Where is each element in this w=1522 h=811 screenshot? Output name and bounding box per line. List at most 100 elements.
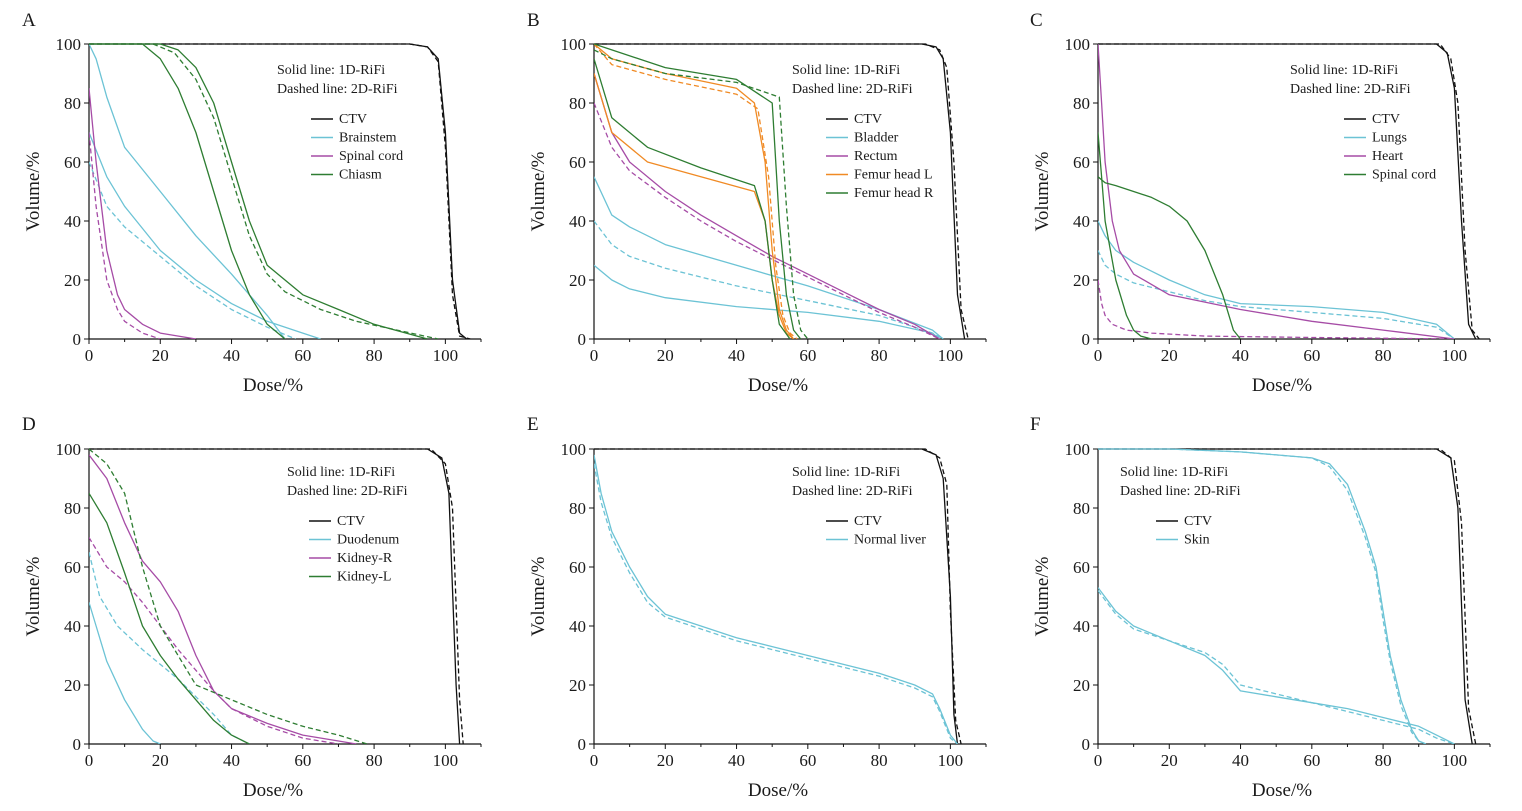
dvh-curve-heart: [1098, 43, 1455, 339]
legend: Solid line: 1D-RiFi Dashed line: 2D-RiFi C…: [277, 63, 403, 183]
x-tick-label: 100: [938, 346, 964, 365]
y-tick-label: 60: [1073, 153, 1090, 172]
legend-label: CTV: [337, 514, 365, 529]
dvh-curve-skin: [1098, 590, 1455, 744]
x-axis-label: Dose/%: [748, 375, 808, 396]
y-tick-label: 100: [56, 35, 82, 54]
legend-header: Solid line: 1D-RiFi: [792, 63, 900, 78]
legend-header: Dashed line: 2D-RiFi: [792, 82, 913, 97]
panel-b: B 0 20 40 60 80 100 0 20 40 60 80 100 Dose/% Volume/% S…: [527, 10, 987, 396]
dvh-curve-bladder: [594, 220, 944, 339]
x-tick-label: 40: [223, 751, 240, 770]
dvh-curve-skin: [1098, 587, 1455, 744]
panel-letter: F: [1030, 414, 1041, 435]
x-tick-label: 20: [1161, 346, 1178, 365]
x-tick-label: 60: [1303, 751, 1320, 770]
dvh-curve-ctv: [594, 448, 959, 744]
y-tick-label: 40: [569, 212, 586, 231]
y-tick-label: 0: [73, 330, 82, 349]
y-tick-label: 0: [578, 330, 587, 349]
x-tick-label: 40: [728, 751, 745, 770]
x-tick-label: 0: [1094, 751, 1103, 770]
legend: Solid line: 1D-RiFi Dashed line: 2D-RiFi C…: [287, 465, 408, 585]
legend-label: Duodenum: [337, 533, 399, 548]
dvh-curve-brainstem: [89, 132, 321, 339]
x-axis-label: Dose/%: [1252, 375, 1312, 396]
y-tick-label: 20: [1073, 676, 1090, 695]
y-tick-label: 0: [1082, 330, 1091, 349]
dvh-curve-femur-head-r: [594, 58, 791, 339]
dvh-curve-femur-head-r: [594, 49, 809, 339]
y-axis-label: Volume/%: [23, 556, 44, 636]
dvh-curve-kidney-r: [89, 537, 339, 744]
legend-label: Spinal cord: [339, 149, 403, 164]
x-tick-label: 100: [1442, 346, 1468, 365]
x-tick-label: 80: [366, 751, 383, 770]
dvh-curve-ctv: [594, 43, 969, 339]
y-tick-label: 80: [1073, 94, 1090, 113]
legend-label: Femur head L: [854, 168, 933, 183]
legend-header: Solid line: 1D-RiFi: [1120, 465, 1228, 480]
legend-label: CTV: [1184, 514, 1212, 529]
x-tick-label: 20: [657, 346, 674, 365]
legend-label: Lungs: [1372, 131, 1407, 146]
y-tick-label: 20: [1073, 271, 1090, 290]
x-tick-label: 100: [938, 751, 964, 770]
dvh-curve-ctv: [89, 448, 464, 744]
y-tick-label: 60: [569, 558, 586, 577]
dvh-curve-lungs: [1098, 250, 1455, 339]
x-tick-label: 0: [590, 346, 599, 365]
x-tick-label: 40: [1232, 751, 1249, 770]
dvh-curve-brainstem: [89, 43, 286, 339]
y-axis-label: Volume/%: [1032, 556, 1053, 636]
panel-letter: C: [1030, 10, 1043, 31]
dvh-curve-bladder: [594, 176, 944, 339]
legend: Solid line: 1D-RiFi Dashed line: 2D-RiFi C…: [1290, 63, 1436, 183]
y-tick-label: 60: [569, 153, 586, 172]
y-tick-label: 100: [561, 35, 587, 54]
y-tick-label: 80: [569, 499, 586, 518]
legend-label: Heart: [1372, 149, 1403, 164]
x-tick-label: 80: [1375, 346, 1392, 365]
dvh-curve-chiasm: [89, 43, 428, 339]
y-axis-label: Volume/%: [528, 556, 549, 636]
dvh-curve-chiasm: [89, 43, 286, 339]
y-tick-label: 40: [64, 617, 81, 636]
legend-header: Dashed line: 2D-RiFi: [1290, 82, 1411, 97]
x-tick-label: 0: [590, 751, 599, 770]
x-tick-label: 100: [433, 346, 459, 365]
y-tick-label: 0: [1082, 735, 1091, 754]
y-axis-label: Volume/%: [1032, 151, 1053, 231]
x-tick-label: 20: [152, 346, 169, 365]
y-tick-label: 20: [64, 271, 81, 290]
dvh-curve-kidney-l: [89, 492, 250, 744]
dvh-curve-spinal-cord: [89, 88, 197, 339]
dvh-curve-femur-head-r: [594, 43, 802, 339]
dvh-curve-femur-head-l: [594, 43, 798, 339]
dvh-curve-ctv: [89, 43, 471, 339]
panel-letter: A: [22, 10, 36, 31]
legend-header: Dashed line: 2D-RiFi: [792, 484, 913, 499]
y-tick-label: 40: [569, 617, 586, 636]
y-tick-label: 20: [569, 676, 586, 695]
x-tick-label: 80: [1375, 751, 1392, 770]
y-tick-label: 80: [64, 499, 81, 518]
y-axis-label: Volume/%: [528, 151, 549, 231]
panel-d: D 0 20 40 60 80 100 0 20 40 60 80 100 Dose/% Volume/% S…: [22, 414, 482, 801]
panel-f: F 0 20 40 60 80 100 0 20 40 60 80 100 Dose/% Volume/% S…: [1030, 414, 1491, 801]
y-axis-label: Volume/%: [23, 151, 44, 231]
x-tick-label: 60: [1303, 346, 1320, 365]
x-tick-label: 0: [85, 751, 94, 770]
x-tick-label: 40: [1232, 346, 1249, 365]
x-tick-label: 100: [1442, 751, 1468, 770]
x-axis-label: Dose/%: [1252, 780, 1312, 801]
x-tick-label: 100: [433, 751, 459, 770]
y-tick-label: 60: [64, 153, 81, 172]
legend-label: Femur head R: [854, 186, 934, 201]
dvh-curve-bladder: [594, 264, 941, 339]
legend: Solid line: 1D-RiFi Dashed line: 2D-RiFi C…: [1120, 465, 1241, 548]
x-tick-label: 80: [871, 751, 888, 770]
x-tick-label: 80: [871, 346, 888, 365]
dvh-curve-normal-liver: [594, 454, 959, 744]
